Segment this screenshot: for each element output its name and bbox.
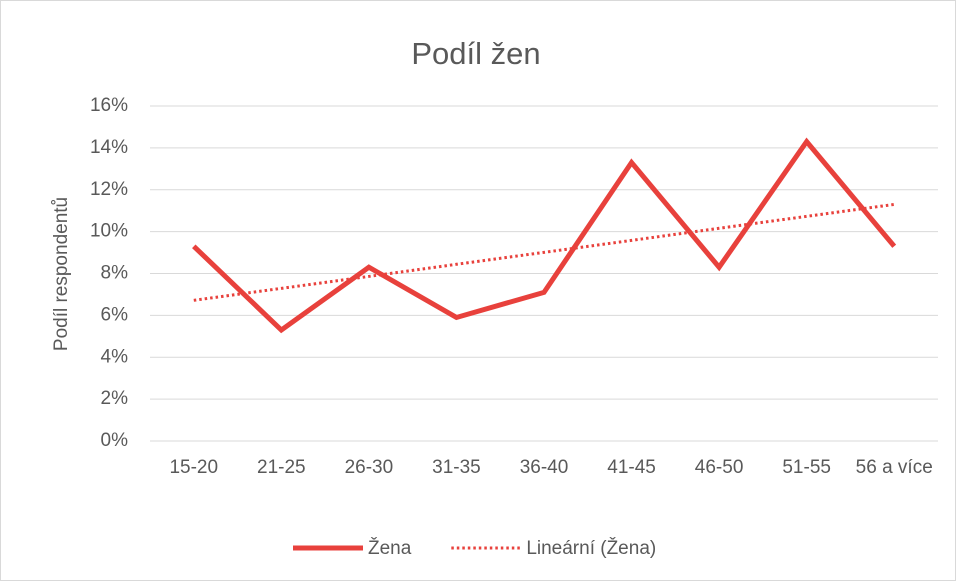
x-tick-label: 21-25 <box>257 457 306 478</box>
legend-label: Žena <box>368 537 412 559</box>
x-tick-label: 31-35 <box>432 457 481 478</box>
series-line <box>192 137 897 334</box>
y-tick-label: 6% <box>101 304 129 325</box>
x-tick-label: 56 a více <box>856 457 933 478</box>
legend-label: Lineární (Žena) <box>526 537 656 559</box>
x-tick-label: 36-40 <box>520 457 569 478</box>
series-line <box>193 202 895 302</box>
x-tick-label: 46-50 <box>695 457 744 478</box>
chart-title: Podíl žen <box>411 36 540 71</box>
x-tick-label: 26-30 <box>345 457 394 478</box>
y-tick-label: 0% <box>101 430 129 451</box>
y-tick-label: 2% <box>101 388 129 409</box>
x-tick-label: 41-45 <box>607 457 656 478</box>
y-tick-label: 16% <box>90 95 128 116</box>
y-tick-label: 4% <box>101 346 129 367</box>
y-tick-label: 14% <box>90 137 128 158</box>
y-tick-label: 12% <box>90 179 128 200</box>
x-tick-label: 15-20 <box>169 457 218 478</box>
y-tick-label: 10% <box>90 221 128 242</box>
y-axis-label: Podíl respondentů <box>51 197 72 351</box>
y-tick-label: 8% <box>101 263 129 284</box>
x-tick-label: 51-55 <box>782 457 831 478</box>
